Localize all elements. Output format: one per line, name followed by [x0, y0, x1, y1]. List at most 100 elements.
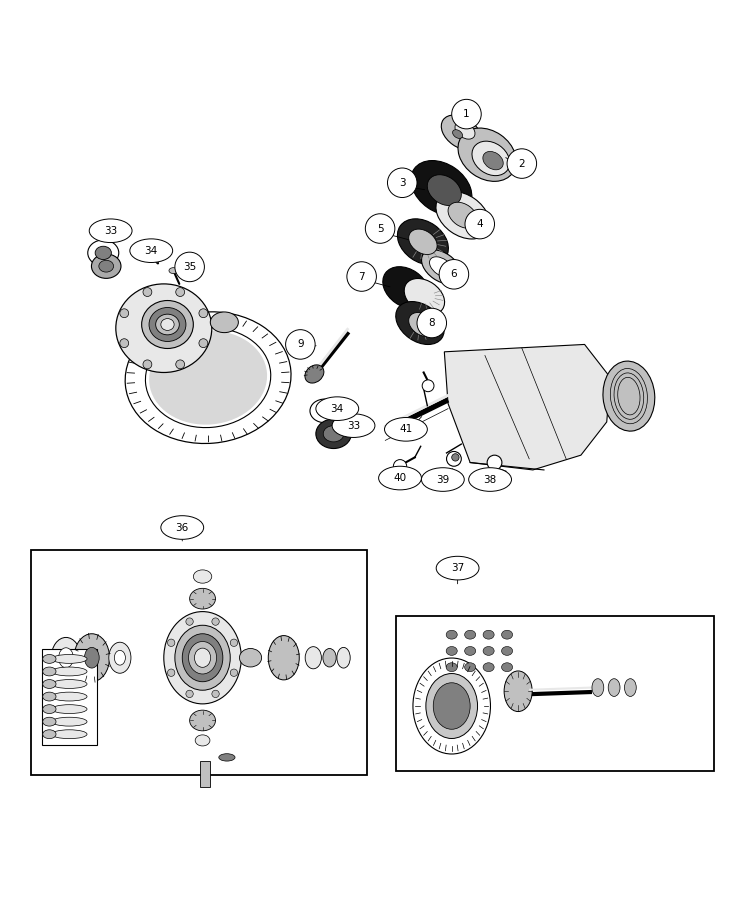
Ellipse shape: [43, 717, 56, 726]
Ellipse shape: [428, 175, 462, 205]
Ellipse shape: [52, 667, 87, 676]
Ellipse shape: [483, 662, 494, 671]
Ellipse shape: [317, 405, 332, 417]
Ellipse shape: [397, 219, 448, 265]
Ellipse shape: [436, 556, 479, 580]
Text: 41: 41: [399, 424, 413, 435]
Circle shape: [393, 460, 407, 473]
Circle shape: [347, 262, 376, 292]
Ellipse shape: [52, 730, 87, 739]
Ellipse shape: [383, 266, 429, 309]
Ellipse shape: [51, 637, 81, 678]
Ellipse shape: [114, 651, 125, 665]
Circle shape: [447, 452, 462, 466]
Ellipse shape: [603, 361, 655, 431]
Ellipse shape: [145, 328, 270, 427]
Ellipse shape: [305, 647, 322, 669]
Text: 39: 39: [436, 474, 450, 484]
Ellipse shape: [458, 128, 516, 182]
Ellipse shape: [95, 247, 111, 259]
Text: 37: 37: [451, 563, 464, 573]
Ellipse shape: [52, 680, 87, 688]
Ellipse shape: [310, 399, 339, 423]
Ellipse shape: [469, 468, 511, 491]
Ellipse shape: [210, 312, 239, 333]
Ellipse shape: [52, 717, 87, 726]
Ellipse shape: [442, 115, 482, 150]
Text: 4: 4: [476, 219, 483, 230]
Circle shape: [439, 259, 469, 289]
Circle shape: [365, 214, 395, 243]
Ellipse shape: [182, 634, 223, 681]
Ellipse shape: [169, 267, 178, 274]
Circle shape: [230, 639, 238, 646]
Circle shape: [167, 639, 175, 646]
Ellipse shape: [504, 670, 532, 712]
Ellipse shape: [149, 330, 267, 425]
Ellipse shape: [74, 634, 110, 681]
Ellipse shape: [43, 667, 56, 676]
Ellipse shape: [190, 710, 216, 731]
Ellipse shape: [43, 730, 56, 739]
Ellipse shape: [316, 397, 359, 420]
Text: 34: 34: [330, 404, 344, 414]
Circle shape: [417, 309, 447, 338]
Ellipse shape: [413, 658, 491, 754]
Circle shape: [507, 148, 536, 178]
Circle shape: [452, 99, 481, 129]
Text: 2: 2: [519, 158, 525, 168]
Ellipse shape: [194, 648, 210, 667]
Ellipse shape: [446, 662, 457, 671]
Ellipse shape: [188, 642, 216, 674]
Text: 33: 33: [347, 420, 360, 430]
Ellipse shape: [99, 260, 113, 272]
Text: 5: 5: [376, 223, 383, 233]
Ellipse shape: [43, 654, 56, 663]
Circle shape: [176, 288, 185, 296]
Text: 1: 1: [463, 109, 470, 119]
Ellipse shape: [483, 630, 494, 639]
Text: 9: 9: [297, 339, 304, 349]
Ellipse shape: [453, 130, 462, 139]
Ellipse shape: [433, 683, 470, 729]
Ellipse shape: [411, 160, 472, 215]
Ellipse shape: [195, 735, 210, 746]
Ellipse shape: [483, 646, 494, 655]
Text: 7: 7: [359, 272, 365, 282]
Ellipse shape: [502, 646, 513, 655]
Ellipse shape: [465, 646, 476, 655]
Ellipse shape: [483, 151, 503, 170]
Ellipse shape: [43, 692, 56, 701]
Ellipse shape: [164, 612, 242, 704]
Ellipse shape: [59, 648, 73, 668]
Ellipse shape: [109, 643, 131, 673]
Ellipse shape: [87, 240, 119, 266]
Circle shape: [422, 380, 434, 392]
Bar: [42, 649, 97, 745]
Ellipse shape: [130, 238, 173, 263]
Ellipse shape: [422, 250, 461, 284]
Ellipse shape: [316, 419, 351, 448]
Ellipse shape: [436, 192, 490, 239]
Ellipse shape: [52, 654, 87, 663]
Ellipse shape: [446, 630, 457, 639]
Ellipse shape: [404, 278, 445, 314]
Text: 35: 35: [183, 262, 196, 272]
Text: 3: 3: [399, 178, 405, 188]
Ellipse shape: [175, 626, 230, 690]
Circle shape: [487, 455, 502, 470]
Ellipse shape: [455, 122, 475, 140]
Ellipse shape: [89, 219, 132, 243]
Ellipse shape: [219, 753, 235, 761]
Circle shape: [388, 168, 417, 197]
Circle shape: [167, 669, 175, 677]
Ellipse shape: [323, 649, 336, 667]
Ellipse shape: [161, 319, 174, 330]
Circle shape: [175, 252, 205, 282]
Circle shape: [212, 618, 219, 626]
Ellipse shape: [43, 680, 56, 688]
Circle shape: [186, 618, 193, 626]
Text: 6: 6: [451, 269, 457, 279]
Circle shape: [230, 669, 238, 677]
Bar: [31, 550, 367, 775]
